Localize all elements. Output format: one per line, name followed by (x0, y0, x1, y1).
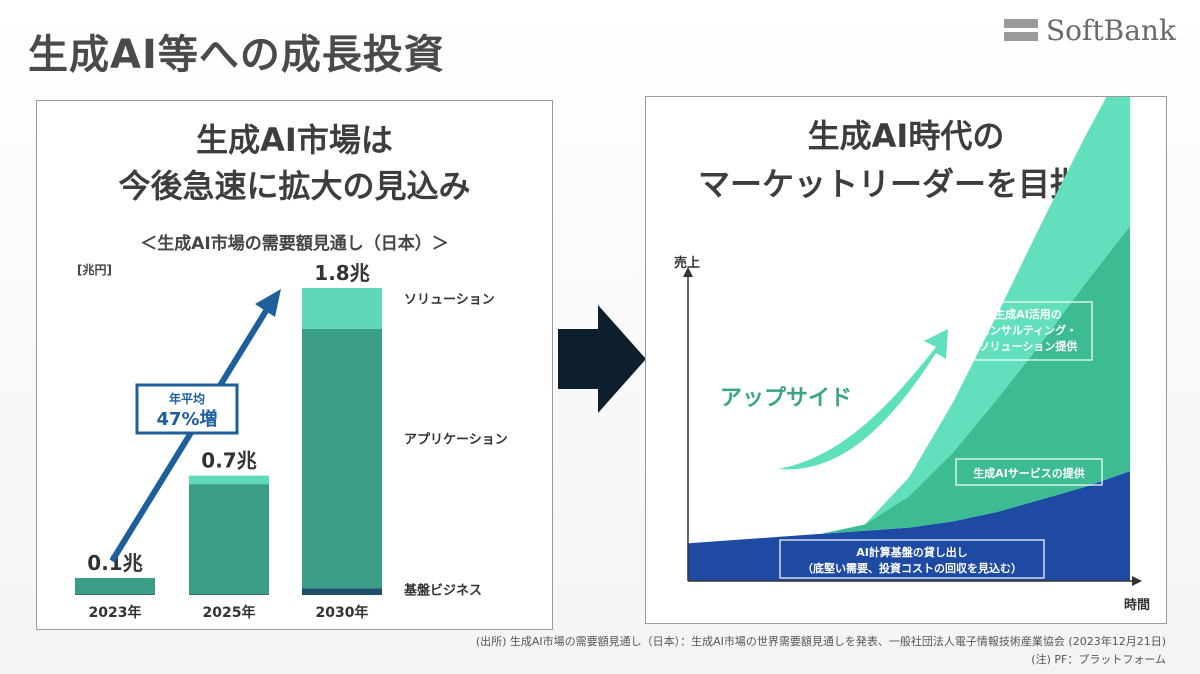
x-axis-label: 時間 (1124, 597, 1150, 613)
left-panel-title-line2: 今後急速に拡大の見込み (118, 167, 471, 205)
service-label: 生成AIサービスの提供 (973, 466, 1085, 480)
bar-segment-0-0 (75, 594, 155, 595)
bar-segment-1-0 (189, 594, 269, 595)
growth-callout-line2: 47%増 (156, 408, 217, 430)
infra-label-line1: AI計算基盤の貸し出し (856, 545, 968, 559)
revenue-area-chart: 売上 時間 アップサイド 生成AI活用の コンサルティング・ ソリューション提供… (674, 97, 1150, 613)
growth-arrow-head (255, 289, 281, 317)
y-axis-arrowhead (683, 267, 693, 277)
infra-label-line2: （底堅い需要、投資コストの回収を見込む） (802, 561, 1022, 575)
logo-text: SoftBank (1046, 14, 1176, 47)
consulting-label-line2: コンサルティング・ (979, 323, 1077, 337)
footnote: (注) PF：プラットフォーム (1031, 653, 1166, 666)
series-label: 基盤ビジネス (403, 583, 482, 599)
bar-segment-2-2 (302, 288, 382, 329)
logo-bars-icon (1004, 19, 1038, 45)
bar-segment-1-1 (189, 484, 269, 595)
right-panel-title-line2: マーケットリーダーを目指す (697, 165, 1114, 203)
chart-subtitle: ＜生成AI市場の需要額見通し（日本）＞ (140, 234, 449, 254)
bar-total-label: 1.8兆 (314, 261, 369, 285)
bar-segment-2-0 (302, 588, 382, 595)
market-leader-panel: 生成AI時代の マーケットリーダーを目指す 売上 時間 アップサイド 生成AI活… (645, 96, 1167, 624)
series-label: アプリケーション (404, 433, 508, 448)
slide-title: 生成AI等への成長投資 (28, 32, 445, 78)
series-label: ソリューション (404, 292, 495, 307)
consulting-label-line1: 生成AI活用の (994, 307, 1062, 321)
bar-total-label: 0.7兆 (201, 449, 256, 473)
upside-label: アップサイド (720, 386, 852, 411)
market-outlook-panel: 生成AI市場は 今後急速に拡大の見込み ＜生成AI市場の需要額見通し（日本）＞ … (36, 100, 553, 630)
transition-arrow-icon (558, 305, 646, 413)
left-panel-title-line1: 生成AI市場は (196, 121, 393, 159)
area-series-0 (688, 471, 1130, 581)
bar-segment-1-2 (189, 475, 269, 485)
category-label: 2025年 (203, 604, 256, 621)
right-panel-title-line1: 生成AI時代の (807, 117, 1005, 155)
x-axis-arrowhead (1132, 576, 1142, 586)
bar-segment-0-1 (75, 577, 155, 595)
area-series-2 (688, 97, 1130, 544)
consulting-label-line3: ソリューション提供 (979, 339, 1078, 353)
infra-label-box (779, 539, 1045, 579)
bar-segment-2-1 (302, 328, 382, 589)
category-label: 2030年 (316, 604, 369, 621)
area-series-1 (688, 226, 1130, 544)
market-bar-chart: 0.1兆2023年0.7兆2025年1.8兆2030年基盤ビジネスアプリケーショ… (75, 261, 508, 621)
service-label-box (955, 458, 1103, 486)
softbank-logo: SoftBank (1004, 14, 1184, 54)
consulting-label-box (963, 301, 1093, 361)
source-note: (出所) 生成AI市場の需要額見通し（日本）：生成AI市場の世界需要額見通しを発… (475, 635, 1166, 648)
y-axis-label: 売上 (674, 255, 700, 271)
unit-label: [兆円] (77, 263, 112, 277)
upside-arrow (778, 329, 948, 470)
growth-callout-box (135, 383, 239, 435)
growth-callout-line1: 年平均 (169, 391, 205, 406)
category-label: 2023年 (89, 604, 142, 621)
